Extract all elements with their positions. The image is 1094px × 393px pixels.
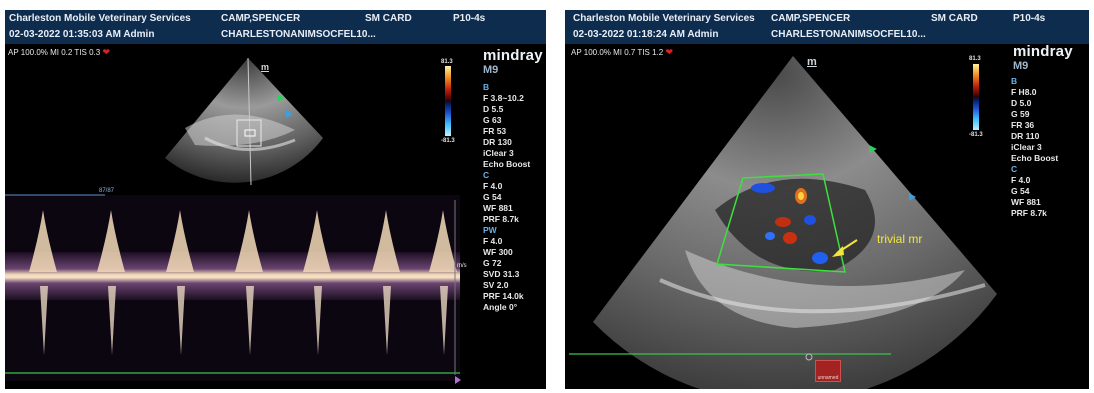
spectral-trough <box>40 286 48 355</box>
color-roi-box <box>716 173 846 273</box>
card-label: SM CARD <box>931 13 978 24</box>
card-label: SM CARD <box>365 13 412 24</box>
sector-marker: m <box>807 56 817 68</box>
parameter-list: B F H8.0 D 5.0 G 59 FR 36 DR 110 iClear … <box>1011 76 1059 218</box>
velocity-colorbar <box>973 64 979 130</box>
colorbar-max: 81.3 <box>969 56 981 62</box>
spectral-trough <box>108 286 116 355</box>
spectral-peak <box>235 210 263 272</box>
spectral-trough <box>314 286 322 355</box>
acoustic-status: AP 100.0% MI 0.7 TIS 1.2 ❤ <box>571 47 673 57</box>
colorbar-min: -81.3 <box>441 138 455 144</box>
spectral-trough <box>177 286 185 355</box>
sector-marker: m <box>261 62 270 72</box>
spectral-peak <box>429 210 457 272</box>
device-model: M9 <box>483 64 499 76</box>
exam-datetime: 02-03-2022 01:18:24 AM Admin <box>573 29 719 40</box>
spectral-trough <box>246 286 254 355</box>
patient-header: Charleston Mobile Veterinary Services CA… <box>5 10 546 44</box>
sample-gate <box>236 119 262 147</box>
color-flow-image <box>569 56 997 389</box>
spectral-peak <box>166 210 194 272</box>
clinic-name: Charleston Mobile Veterinary Services <box>573 13 755 24</box>
ultrasound-panel-color-flow: Charleston Mobile Veterinary Services CA… <box>565 10 1089 389</box>
colorbar-min: -81.3 <box>969 132 983 138</box>
acoustic-status: AP 100.0% MI 0.2 TIS 0.3 ❤ <box>8 47 110 57</box>
patient-name: CAMP,SPENCER <box>771 13 851 24</box>
velocity-unit: m/s <box>457 263 467 269</box>
spectral-waveform <box>29 210 457 355</box>
device-model: M9 <box>1013 60 1029 72</box>
doppler-cursor-line <box>247 57 252 186</box>
brand-logo: mindray <box>483 47 543 64</box>
heart-icon: ❤ <box>102 47 110 57</box>
trace-label: 87/87 <box>99 188 115 194</box>
probe-label: P10-4s <box>1013 13 1046 24</box>
probe-label: P10-4s <box>453 13 486 24</box>
spectral-trough <box>440 286 448 355</box>
exam-datetime: 02-03-2022 01:35:03 AM Admin <box>9 29 155 40</box>
parameter-list: B F 3.8~10.2 D 5.5 G 63 FR 53 DR 130 iCl… <box>483 82 531 312</box>
exam-id: CHARLESTONANIMSOCFEL10... <box>771 29 926 40</box>
ultrasound-panel-doppler: Charleston Mobile Veterinary Services CA… <box>5 10 546 389</box>
spectral-trough <box>383 286 391 355</box>
spectral-peak <box>97 210 125 272</box>
heart-icon: ❤ <box>665 47 673 57</box>
patient-header: Charleston Mobile Veterinary Services CA… <box>565 10 1089 44</box>
spectral-peak <box>303 210 331 272</box>
exam-id: CHARLESTONANIMSOCFEL10... <box>221 29 376 40</box>
patient-name: CAMP,SPENCER <box>221 13 301 24</box>
clinic-name: Charleston Mobile Veterinary Services <box>9 13 191 24</box>
colorbar-max: 81.3 <box>441 59 453 65</box>
spectral-peak <box>372 210 400 272</box>
annotation-label: trivial mr <box>877 232 923 246</box>
doppler-image <box>5 57 461 384</box>
velocity-colorbar <box>445 66 451 136</box>
spectral-peak <box>29 210 57 272</box>
brand-logo: mindray <box>1013 43 1073 60</box>
saved-image-thumbnail[interactable]: unnamed <box>815 360 841 382</box>
